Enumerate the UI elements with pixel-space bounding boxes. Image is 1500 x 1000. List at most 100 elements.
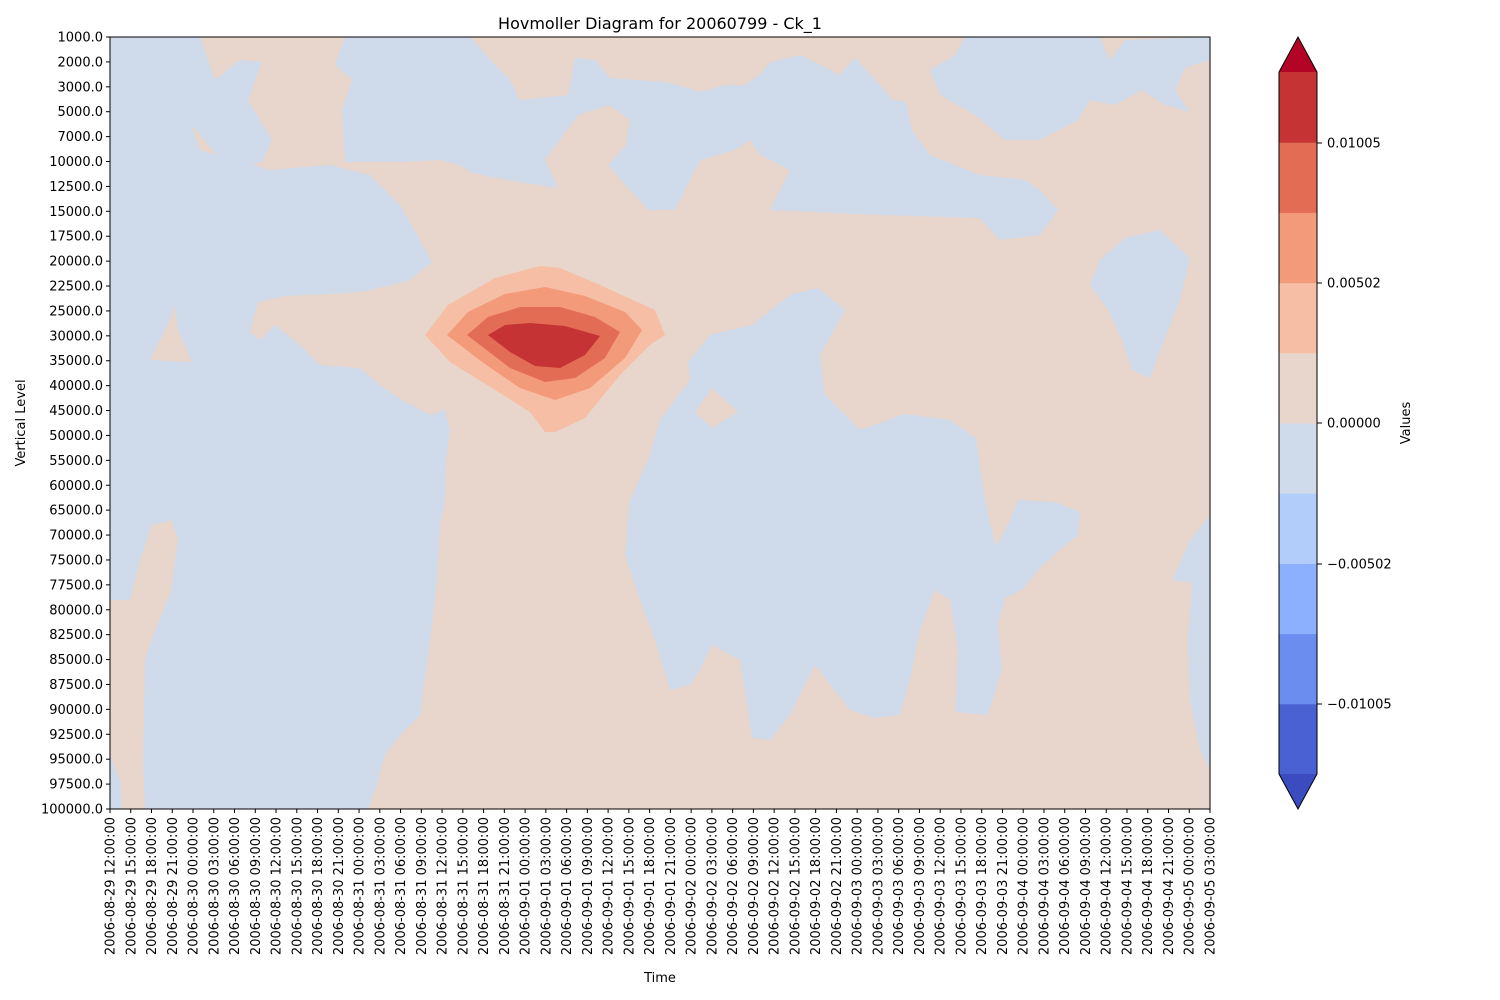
y-tick-label: 90000.0 <box>49 703 103 718</box>
y-tick-label: 75000.0 <box>49 553 103 568</box>
y-tick-label: 60000.0 <box>49 479 103 494</box>
x-tick-label: 2006-08-31 03:00:00 <box>373 817 388 955</box>
x-tick-label: 2006-08-30 03:00:00 <box>207 817 222 955</box>
colorbar-segment <box>1279 633 1317 705</box>
x-axis-label: Time <box>643 971 676 986</box>
x-tick-label: 2006-08-29 15:00:00 <box>124 817 139 955</box>
contour-region-negative-right-blob <box>1090 230 1190 378</box>
y-tick-label: 12500.0 <box>49 180 103 195</box>
x-tick-label: 2006-08-31 21:00:00 <box>498 817 513 955</box>
y-tick-label: 7000.0 <box>58 130 104 145</box>
y-tick-label: 25000.0 <box>49 304 103 319</box>
x-tick-label: 2006-08-30 21:00:00 <box>332 817 347 955</box>
x-tick-label: 2006-09-04 09:00:00 <box>1079 817 1094 955</box>
y-tick-label: 85000.0 <box>49 653 103 668</box>
colorbar-segment <box>1279 703 1317 775</box>
x-tick-label: 2006-09-03 09:00:00 <box>913 817 928 955</box>
y-tick-label: 15000.0 <box>49 205 103 220</box>
colorbar-segment <box>1279 282 1317 354</box>
x-tick-label: 2006-08-30 06:00:00 <box>228 817 243 955</box>
x-tick-label: 2006-09-04 18:00:00 <box>1141 817 1156 955</box>
y-axis: 1000.0 2000.0 3000.0 5000.0 7000.0 10000.0 125… <box>41 31 110 818</box>
colorbar-segment <box>1279 212 1317 284</box>
x-tick-label: 2006-09-03 21:00:00 <box>996 817 1011 955</box>
x-tick-label: 2006-09-02 12:00:00 <box>768 817 783 955</box>
x-tick-label: 2006-09-02 06:00:00 <box>726 817 741 955</box>
contour-region-negative-middle <box>625 288 1080 740</box>
y-tick-label: 77500.0 <box>49 578 103 593</box>
x-tick-label: 2006-09-05 00:00:00 <box>1183 817 1198 955</box>
chart-title: Hovmoller Diagram for 20060799 - Ck_1 <box>498 14 822 34</box>
x-tick-label: 2006-09-03 03:00:00 <box>871 817 886 955</box>
x-tick-label: 2006-09-02 09:00:00 <box>747 817 762 955</box>
x-tick-label: 2006-09-04 12:00:00 <box>1100 817 1115 955</box>
colorbar-tick-label: 0.01005 <box>1327 137 1381 152</box>
x-tick-label: 2006-09-04 21:00:00 <box>1162 817 1177 955</box>
contour-region-negative-upper-3 <box>350 37 480 130</box>
x-tick-label: 2006-08-30 15:00:00 <box>290 817 305 955</box>
colorbar-extend-max <box>1279 37 1317 72</box>
x-tick-label: 2006-09-01 06:00:00 <box>560 817 575 955</box>
x-tick-label: 2006-08-30 09:00:00 <box>249 817 264 955</box>
x-tick-label: 2006-09-01 03:00:00 <box>539 817 554 955</box>
y-tick-label: 55000.0 <box>49 454 103 469</box>
y-tick-label: 10000.0 <box>49 155 103 170</box>
colorbar-outline <box>1278 35 1318 811</box>
x-tick-label: 2006-09-01 09:00:00 <box>581 817 596 955</box>
x-tick-label: 2006-09-03 00:00:00 <box>851 817 866 955</box>
contour-region-negative-left-edge <box>110 755 122 809</box>
y-tick-label: 97500.0 <box>49 778 103 793</box>
colorbar: 0.01005 0.00502 0.00000 −0.00502 −0.01005 <box>1278 35 1392 811</box>
x-tick-label: 2006-08-29 18:00:00 <box>145 817 160 955</box>
x-axis: 2006-08-29 12:00:00 2006-08-29 15:00:00 20… <box>104 809 1219 955</box>
colorbar-label: Values <box>1399 402 1414 445</box>
y-tick-label: 100000.0 <box>41 803 103 818</box>
x-tick-label: 2006-08-30 18:00:00 <box>311 817 326 955</box>
x-tick-label: 2006-09-03 15:00:00 <box>954 817 969 955</box>
x-tick-label: 2006-09-02 03:00:00 <box>705 817 720 955</box>
contour-field <box>110 37 1210 809</box>
x-tick-label: 2006-09-01 12:00:00 <box>602 817 617 955</box>
x-tick-label: 2006-09-02 00:00:00 <box>685 817 700 955</box>
x-tick-label: 2006-08-29 21:00:00 <box>166 817 181 955</box>
colorbar-extend-min <box>1279 774 1317 809</box>
y-tick-label: 2000.0 <box>58 55 104 70</box>
y-tick-label: 17500.0 <box>49 230 103 245</box>
colorbar-segment <box>1279 423 1317 494</box>
x-tick-label: 2006-09-01 15:00:00 <box>622 817 637 955</box>
y-tick-label: 70000.0 <box>49 529 103 544</box>
colorbar-segment <box>1279 563 1317 635</box>
x-tick-label: 2006-08-31 09:00:00 <box>415 817 430 955</box>
colorbar-segment <box>1279 72 1317 143</box>
y-tick-label: 22500.0 <box>49 280 103 295</box>
x-tick-label: 2006-09-04 03:00:00 <box>1037 817 1052 955</box>
colorbar-segment <box>1279 493 1317 564</box>
x-tick-label: 2006-08-31 18:00:00 <box>477 817 492 955</box>
x-tick-label: 2006-09-03 12:00:00 <box>934 817 949 955</box>
colorbar-segment <box>1279 142 1317 213</box>
x-tick-label: 2006-09-05 03:00:00 <box>1204 817 1219 955</box>
x-tick-label: 2006-09-02 21:00:00 <box>830 817 845 955</box>
x-tick-label: 2006-09-02 18:00:00 <box>809 817 824 955</box>
y-tick-label: 50000.0 <box>49 429 103 444</box>
colorbar-segment <box>1279 352 1317 424</box>
x-tick-label: 2006-09-01 18:00:00 <box>643 817 658 955</box>
plot-frame <box>109 36 1211 810</box>
x-tick-label: 2006-09-03 06:00:00 <box>892 817 907 955</box>
contour-region-negative-upper-right <box>930 37 1210 140</box>
x-tick-label: 2006-08-31 15:00:00 <box>456 817 471 955</box>
x-tick-label: 2006-08-30 00:00:00 <box>187 817 202 955</box>
contour-region-negative-right-edge <box>1172 515 1210 770</box>
contour-region-negative-left <box>110 37 450 809</box>
x-tick-label: 2006-09-01 21:00:00 <box>664 817 679 955</box>
y-tick-label: 40000.0 <box>49 379 103 394</box>
y-tick-label: 95000.0 <box>49 753 103 768</box>
y-tick-label: 45000.0 <box>49 404 103 419</box>
x-tick-label: 2006-09-04 00:00:00 <box>1017 817 1032 955</box>
x-tick-label: 2006-09-01 00:00:00 <box>519 817 534 955</box>
contour-level-0-01005 <box>488 323 600 368</box>
y-tick-label: 20000.0 <box>49 255 103 270</box>
y-axis-label: Vertical Level <box>14 379 29 466</box>
x-tick-label: 2006-08-29 12:00:00 <box>104 817 119 955</box>
y-tick-label: 92500.0 <box>49 728 103 743</box>
